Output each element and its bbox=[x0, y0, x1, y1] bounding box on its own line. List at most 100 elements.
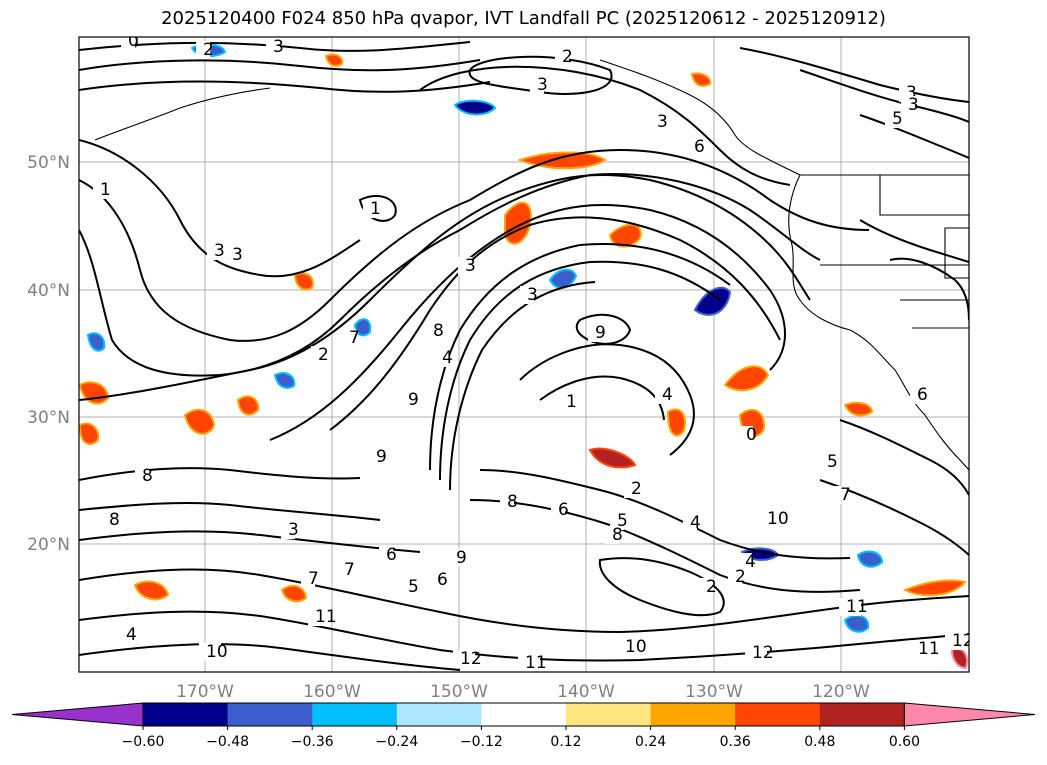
contour-label-bg bbox=[401, 391, 415, 409]
contour-label: 6 bbox=[558, 500, 569, 520]
contour-line bbox=[739, 47, 969, 103]
negative-patch bbox=[273, 372, 296, 389]
positive-patch bbox=[133, 580, 170, 601]
contour-label-bg bbox=[683, 514, 697, 532]
contour-line bbox=[269, 204, 786, 441]
contour-label: 8 bbox=[109, 510, 120, 530]
contour-label: 11 bbox=[315, 607, 337, 627]
positive-patch bbox=[324, 53, 344, 67]
lon-label: 150°W bbox=[430, 682, 488, 702]
contour-label: 3 bbox=[908, 95, 919, 115]
state-outline bbox=[944, 227, 969, 279]
contour-label: 3 bbox=[288, 520, 299, 540]
contour-label: 2 bbox=[562, 47, 573, 67]
contour-label: 3 bbox=[527, 285, 538, 305]
contour-label: 2 bbox=[631, 479, 642, 499]
lat-label: 20°N bbox=[27, 535, 70, 555]
positive-patch bbox=[666, 408, 686, 437]
contour-label-bg bbox=[518, 654, 540, 672]
contour-label: 10 bbox=[625, 637, 647, 657]
colorbar-tick-label: 0.60 bbox=[889, 734, 920, 750]
contour-line bbox=[889, 257, 969, 321]
contour-label: 3 bbox=[214, 241, 225, 261]
contour-label-bg bbox=[551, 501, 565, 519]
contour-label: 0 bbox=[128, 31, 139, 51]
contour-label-bg bbox=[93, 181, 107, 199]
contour-label: 4 bbox=[690, 513, 701, 533]
colorbar-bin bbox=[143, 703, 229, 726]
contour-label-bg bbox=[435, 349, 449, 367]
colorbar-tick-label: −0.60 bbox=[122, 734, 165, 750]
lon-label: 160°W bbox=[303, 682, 361, 702]
contour-label-bg bbox=[301, 570, 315, 588]
contour-label: 1 bbox=[100, 180, 111, 200]
contour-label: 6 bbox=[437, 570, 448, 590]
contour-label-bg bbox=[500, 493, 514, 511]
contour-label: 5 bbox=[408, 577, 419, 597]
colorbar-bin bbox=[735, 703, 821, 726]
contour-label-bg bbox=[196, 41, 210, 59]
contour-line bbox=[329, 216, 781, 431]
qvapor-shading bbox=[79, 43, 968, 670]
contour-line bbox=[468, 55, 613, 95]
contour-line bbox=[449, 281, 596, 491]
contour-label-bg bbox=[308, 608, 330, 626]
contour-label-bg bbox=[311, 346, 325, 364]
positive-patch bbox=[280, 584, 308, 603]
contour-label: 3 bbox=[232, 245, 243, 265]
colorbar-bin bbox=[566, 703, 652, 726]
contour-label-bg bbox=[121, 37, 135, 50]
contour-line bbox=[79, 148, 870, 342]
contour-line bbox=[439, 260, 721, 481]
colorbar-tick-label: 0.36 bbox=[720, 734, 751, 750]
contour-label-bg bbox=[910, 386, 924, 404]
colorbar-extend-max bbox=[903, 702, 1036, 727]
contour-label: 6 bbox=[694, 137, 705, 157]
contour-label-bg bbox=[885, 110, 899, 128]
contour-line bbox=[519, 343, 695, 456]
contour-label-bg bbox=[820, 453, 834, 471]
colorbar-bin bbox=[481, 703, 567, 726]
map-frame bbox=[78, 36, 970, 673]
contour-line bbox=[469, 499, 861, 593]
contour-line bbox=[575, 313, 632, 345]
contour-label-bg bbox=[605, 526, 619, 544]
contour-label-bg bbox=[833, 486, 847, 504]
contour-label: 2 bbox=[735, 567, 746, 587]
positive-patch bbox=[902, 579, 967, 597]
contour-label: 3 bbox=[657, 112, 668, 132]
colorbar-tick-label: −0.24 bbox=[375, 734, 418, 750]
contour-line bbox=[859, 114, 969, 159]
contour-label-bg bbox=[839, 598, 861, 616]
colorbar: −0.60 −0.48 −0.36 −0.24 −0.12 0.12 0.24 0.36 0.4… bbox=[11, 702, 1036, 750]
contour-label: 8 bbox=[433, 321, 444, 341]
colorbar-tick-label: −0.36 bbox=[291, 734, 334, 750]
lon-axis: 170°W 160°W 150°W 140°W 130°W 120°W bbox=[176, 682, 870, 702]
contour-label: 12 bbox=[460, 649, 482, 669]
contour-line bbox=[79, 41, 471, 52]
contour-label-bg bbox=[135, 467, 149, 485]
ivt-contours bbox=[79, 41, 969, 671]
contour-label-bg bbox=[745, 644, 767, 662]
contour-label: 4 bbox=[745, 552, 756, 572]
contour-label: 10 bbox=[767, 509, 789, 529]
contour-line bbox=[79, 80, 491, 93]
positive-patch bbox=[293, 272, 314, 291]
contour-label: 9 bbox=[595, 323, 606, 343]
negative-patch bbox=[548, 268, 578, 289]
contour-label-bg bbox=[342, 329, 356, 347]
contour-line bbox=[79, 59, 481, 72]
contour-label-bg bbox=[266, 38, 280, 56]
contour-label: 9 bbox=[456, 548, 467, 568]
contour-label-bg bbox=[401, 578, 415, 596]
colorbar-tick-label: −0.12 bbox=[460, 734, 503, 750]
contour-label: 7 bbox=[344, 560, 355, 580]
contour-line bbox=[859, 219, 969, 263]
contour-label-bg bbox=[520, 286, 534, 304]
contour-label-bg bbox=[945, 632, 967, 650]
positive-patch bbox=[236, 395, 260, 416]
contour-label-bg bbox=[102, 511, 116, 529]
contour-label: 7 bbox=[349, 328, 360, 348]
contour-line bbox=[79, 174, 811, 401]
